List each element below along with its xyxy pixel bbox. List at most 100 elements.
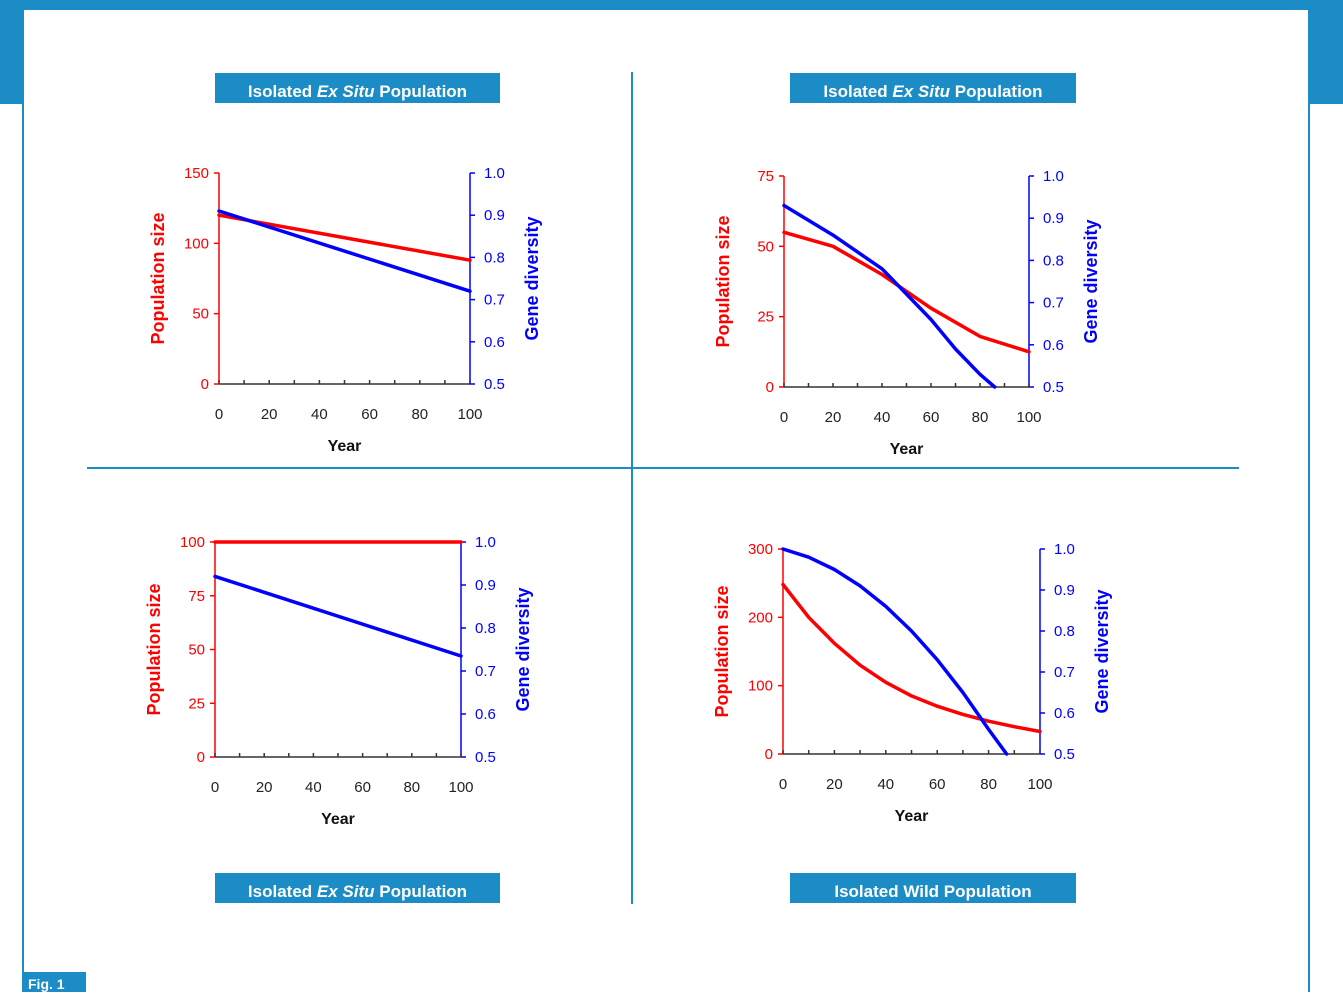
right-y-tick-label: 0.5 (1043, 379, 1064, 396)
population-size-line (781, 582, 1042, 734)
panel-title-pre: Isolated (823, 82, 893, 101)
x-tick-label: 0 (780, 409, 788, 426)
right-y-tick-label: 0.6 (475, 706, 496, 723)
panel-title-bottom-right: Isolated Wild Population (790, 873, 1076, 903)
right-y-tick-label: 0.6 (1043, 337, 1064, 354)
x-tick-label: 100 (457, 406, 482, 423)
panel-title-em: Ex Situ (892, 82, 951, 101)
x-tick-label: 80 (972, 409, 989, 426)
right-y-tick-label: 1.0 (484, 165, 505, 182)
left-y-tick-label: 150 (184, 165, 209, 182)
right-axis-title: Gene diversity (522, 216, 542, 340)
right-y-tick-label: 0.9 (1043, 210, 1064, 227)
gene-diversity-line (213, 574, 463, 658)
panel-title-post: Population (374, 82, 468, 101)
panel-title-post: Population (374, 882, 468, 901)
figure-panel (22, 10, 1310, 992)
left-y-tick-label: 25 (757, 309, 774, 326)
gene-diversity-line (217, 209, 472, 293)
x-tick-label: 60 (923, 409, 940, 426)
left-y-tick-label: 50 (188, 642, 205, 659)
x-tick-label: 40 (311, 406, 328, 423)
left-y-tick-label: 50 (757, 238, 774, 255)
horizontal-divider (87, 467, 1239, 469)
x-tick-label: 60 (929, 776, 946, 793)
right-y-tick-label: 0.7 (1054, 664, 1075, 681)
x-tick-label: 40 (874, 409, 891, 426)
right-y-tick-label: 0.7 (484, 292, 505, 309)
panel-title-top-left: Isolated Ex Situ Population (215, 73, 500, 103)
panel-title-em: Ex Situ (316, 882, 375, 901)
x-tick-label: 100 (448, 779, 473, 796)
right-y-tick-label: 1.0 (475, 534, 496, 551)
x-tick-label: 0 (779, 776, 787, 793)
left-y-tick-label: 75 (757, 168, 774, 185)
population-size-line (782, 230, 1031, 354)
left-y-tick-label: 100 (748, 678, 773, 695)
left-y-tick-label: 100 (184, 235, 209, 252)
gene-diversity-line (781, 547, 1009, 756)
right-y-tick-label: 0.8 (1043, 252, 1064, 269)
left-y-tick-label: 50 (192, 306, 209, 323)
right-y-tick-label: 0.5 (475, 749, 496, 766)
panel-title-bottom-left: Isolated Ex Situ Population (215, 873, 500, 903)
x-axis-title: Year (321, 811, 355, 828)
left-axis-title: Population size (713, 215, 733, 347)
x-tick-label: 60 (354, 779, 371, 796)
x-axis-title: Year (890, 441, 924, 458)
left-y-tick-label: 200 (748, 609, 773, 626)
x-tick-label: 40 (877, 776, 894, 793)
right-y-tick-label: 0.8 (484, 249, 505, 266)
left-y-tick-label: 0 (197, 749, 205, 766)
right-y-tick-label: 0.6 (484, 334, 505, 351)
x-tick-label: 80 (411, 406, 428, 423)
x-tick-label: 40 (305, 779, 322, 796)
x-tick-label: 80 (403, 779, 420, 796)
left-axis-title: Population size (144, 583, 164, 715)
right-y-tick-label: 0.9 (484, 207, 505, 224)
right-y-tick-label: 1.0 (1043, 168, 1064, 185)
x-tick-label: 20 (256, 779, 273, 796)
x-tick-label: 20 (825, 409, 842, 426)
panel-title-top-right: Isolated Ex Situ Population (790, 73, 1076, 103)
x-tick-label: 100 (1027, 776, 1052, 793)
x-tick-label: 20 (826, 776, 843, 793)
right-y-tick-label: 0.5 (484, 376, 505, 393)
panel-title-pre: Isolated (247, 882, 317, 901)
right-axis-title: Gene diversity (1092, 589, 1112, 713)
left-y-tick-label: 0 (201, 376, 209, 393)
left-y-tick-label: 0 (765, 746, 773, 763)
left-y-tick-label: 0 (766, 379, 774, 396)
right-y-tick-label: 0.8 (1054, 623, 1075, 640)
panel-title-post: Population (950, 82, 1043, 101)
panel-title-pre: Isolated Wild Population (834, 882, 1032, 901)
x-axis-title: Year (895, 808, 929, 825)
left-y-tick-label: 300 (748, 541, 773, 558)
x-axis-title: Year (328, 438, 362, 455)
right-y-tick-label: 0.8 (475, 620, 496, 637)
left-axis-title: Population size (712, 585, 732, 717)
left-y-tick-label: 75 (188, 588, 205, 605)
x-tick-label: 20 (261, 406, 278, 423)
left-y-tick-label: 100 (180, 534, 205, 551)
right-y-tick-label: 0.7 (475, 663, 496, 680)
right-y-tick-label: 1.0 (1054, 541, 1075, 558)
right-y-tick-label: 0.9 (1054, 582, 1075, 599)
x-tick-label: 0 (215, 406, 223, 423)
panel-title-em: Ex Situ (316, 82, 375, 101)
right-y-tick-label: 0.5 (1054, 746, 1075, 763)
x-tick-label: 60 (361, 406, 378, 423)
x-tick-label: 0 (211, 779, 219, 796)
vertical-divider (631, 72, 633, 904)
gene-diversity-line (782, 203, 997, 389)
right-y-tick-label: 0.6 (1054, 705, 1075, 722)
right-y-tick-label: 0.9 (475, 577, 496, 594)
panel-title-pre: Isolated (247, 82, 317, 101)
figure-label: Fig. 1 (22, 972, 86, 992)
right-y-tick-label: 0.7 (1043, 295, 1064, 312)
right-axis-title: Gene diversity (1081, 219, 1101, 343)
